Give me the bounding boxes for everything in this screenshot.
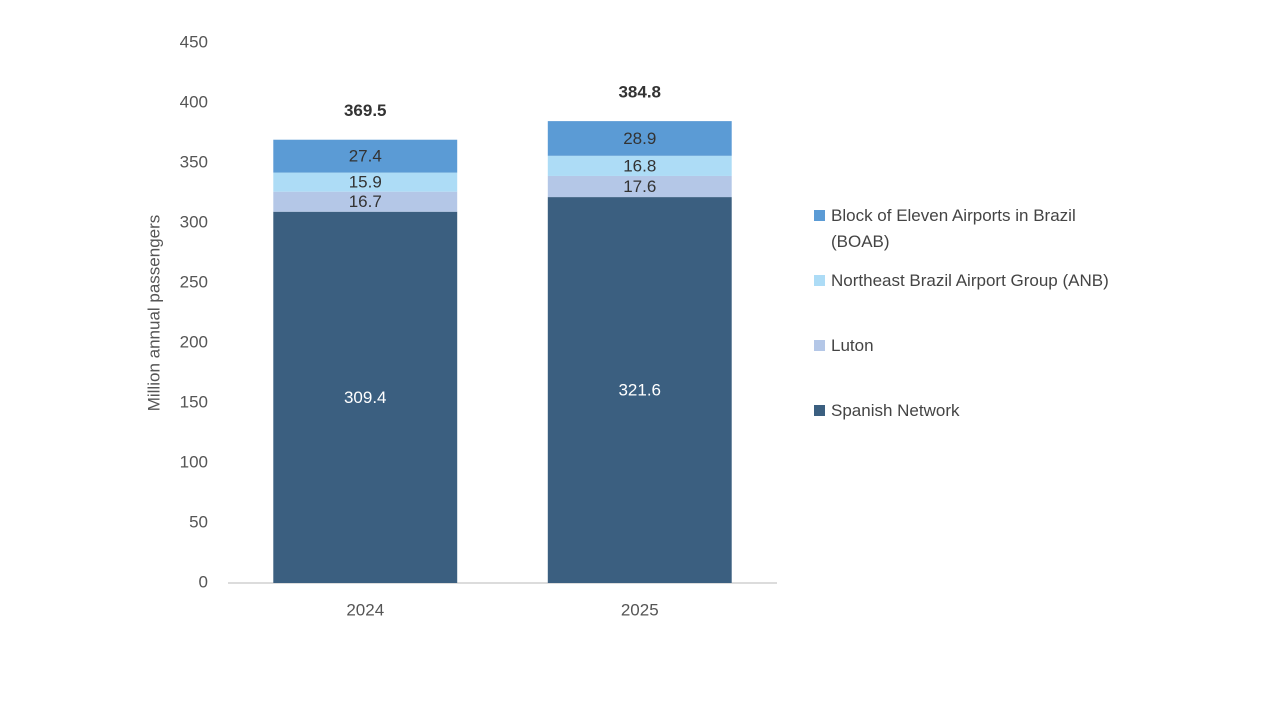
legend-label: Northeast Brazil Airport Group (ANB) [831,271,1109,290]
bar-segment [273,191,458,212]
legend-item: Spanish Network [814,400,1144,465]
legend-swatch [814,275,825,286]
bar-segment [547,197,732,583]
total-label: 369.5 [344,101,387,120]
legend-swatch [814,210,825,221]
x-tick-label: 2024 [346,600,384,619]
y-tick-label: 200 [180,332,208,351]
data-label: 27.4 [349,147,382,166]
y-axis-label: Million annual passengers [144,215,163,412]
data-label: 15.9 [349,173,382,192]
bar-segment [547,121,732,156]
x-tick-label: 2025 [621,600,659,619]
data-label: 16.8 [623,156,656,175]
legend-label: Block of Eleven Airports in Brazil (BOAB… [831,206,1076,251]
data-label: 28.9 [623,129,656,148]
legend-label: Spanish Network [831,401,960,420]
y-tick-label: 400 [180,92,208,111]
y-tick-label: 350 [180,152,208,171]
y-tick-label: 450 [180,32,208,51]
y-tick-label: 250 [180,272,208,291]
legend-item: Luton [814,335,1144,400]
data-label: 321.6 [618,381,661,400]
bar-segment [273,139,458,173]
y-tick-label: 0 [199,572,208,591]
total-label: 384.8 [618,83,661,102]
bar-segment [547,175,732,198]
legend-swatch [814,405,825,416]
legend: Block of Eleven Airports in Brazil (BOAB… [814,205,1144,465]
bar-segment [547,155,732,176]
y-tick-label: 50 [189,512,208,531]
legend-item: Block of Eleven Airports in Brazil (BOAB… [814,205,1144,270]
data-label: 309.4 [344,388,387,407]
data-label: 17.6 [623,177,656,196]
y-tick-label: 100 [180,452,208,471]
legend-item: Northeast Brazil Airport Group (ANB) [814,270,1144,335]
data-label: 16.7 [349,192,382,211]
bar-segment [273,211,458,583]
legend-swatch [814,340,825,351]
bar-segment [273,172,458,192]
legend-label: Luton [831,336,874,355]
y-tick-label: 150 [180,392,208,411]
y-tick-label: 300 [180,212,208,231]
